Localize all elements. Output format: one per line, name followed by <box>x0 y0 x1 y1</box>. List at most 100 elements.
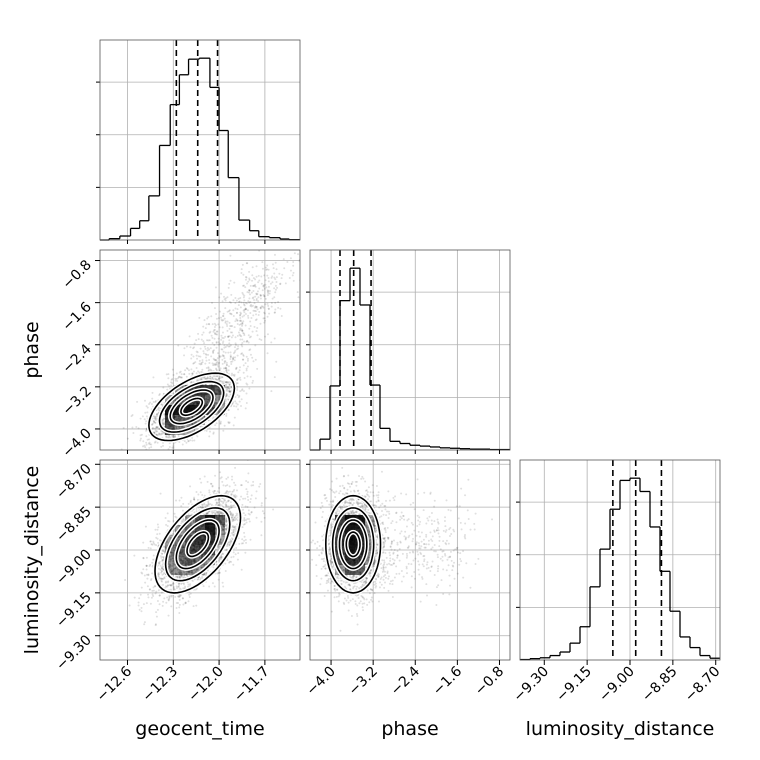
scatter-point <box>239 338 242 341</box>
scatter-point <box>174 572 177 575</box>
scatter-point <box>215 511 218 514</box>
scatter-point <box>165 436 168 439</box>
scatter-point <box>216 389 219 392</box>
scatter-point <box>165 470 167 472</box>
scatter-point <box>255 305 258 308</box>
scatter-point <box>143 444 146 447</box>
scatter-point <box>237 408 240 411</box>
scatter-point <box>170 425 173 428</box>
scatter-point <box>214 527 217 530</box>
scatter-point <box>217 323 220 326</box>
scatter-point <box>206 512 209 515</box>
scatter-point <box>219 571 222 574</box>
scatter-point <box>221 512 224 515</box>
scatter-point <box>210 409 213 412</box>
scatter-point <box>215 313 218 316</box>
scatter-point <box>161 555 164 558</box>
scatter-point <box>196 357 199 360</box>
scatter-point <box>244 301 247 304</box>
scatter-point <box>187 416 190 419</box>
scatter-point <box>132 432 135 435</box>
scatter-point <box>224 527 227 530</box>
scatter-point <box>254 285 257 288</box>
scatter-point <box>211 407 214 410</box>
scatter-point <box>219 511 222 514</box>
scatter-point <box>226 500 229 503</box>
scatter-point <box>236 319 239 322</box>
scatter-point <box>187 369 190 372</box>
scatter-point <box>172 427 175 430</box>
scatter-point <box>245 382 248 385</box>
scatter-point <box>243 334 246 337</box>
scatter-point <box>221 358 224 361</box>
scatter-point <box>157 573 160 576</box>
scatter-point <box>191 415 194 418</box>
scatter-point <box>227 365 230 368</box>
scatter-point <box>203 564 206 567</box>
scatter-point <box>212 492 215 495</box>
scatter-point <box>233 481 236 484</box>
scatter-point <box>256 308 259 311</box>
scatter-point <box>171 570 174 573</box>
scatter-point <box>224 528 227 531</box>
scatter-point <box>154 429 157 432</box>
scatter-point <box>190 522 193 525</box>
scatter-point <box>221 376 224 379</box>
panel-background <box>310 250 510 450</box>
scatter-point <box>234 336 237 339</box>
scatter-point <box>225 363 228 366</box>
scatter-point <box>257 300 260 303</box>
scatter-point <box>208 361 211 364</box>
scatter-point <box>178 576 181 579</box>
scatter-point <box>211 512 214 515</box>
scatter-point <box>235 367 238 370</box>
scatter-point <box>218 377 221 380</box>
scatter-point <box>145 556 148 559</box>
scatter-point <box>170 568 173 571</box>
scatter-point <box>131 426 134 429</box>
scatter-point <box>148 588 151 591</box>
scatter-point <box>195 569 198 572</box>
scatter-point <box>162 572 165 575</box>
scatter-point <box>229 354 232 357</box>
scatter-point <box>219 520 222 523</box>
scatter-point <box>175 425 178 428</box>
scatter-point <box>216 392 219 395</box>
scatter-point <box>226 324 229 327</box>
scatter-point <box>193 342 196 345</box>
scatter-point <box>178 371 181 374</box>
scatter-point <box>201 333 204 336</box>
scatter-point <box>213 337 216 340</box>
scatter-point <box>164 425 167 428</box>
scatter-point <box>147 573 150 576</box>
scatter-point <box>248 277 251 280</box>
scatter-point <box>195 568 198 571</box>
scatter-point <box>275 268 278 271</box>
scatter-point <box>292 264 295 267</box>
scatter-point <box>240 328 243 331</box>
scatter-point <box>216 357 219 360</box>
scatter-point <box>229 390 232 393</box>
scatter-point <box>253 309 256 312</box>
scatter-point <box>223 526 226 529</box>
scatter-point <box>192 370 195 373</box>
scatter-point <box>190 357 193 360</box>
scatter-point <box>177 377 180 380</box>
scatter-point <box>243 539 246 542</box>
scatter-point <box>191 439 194 442</box>
scatter-point <box>200 363 203 366</box>
scatter-point <box>176 595 179 598</box>
scatter-point <box>197 506 200 509</box>
scatter-point <box>215 317 218 320</box>
scatter-point <box>161 559 164 562</box>
scatter-point <box>212 364 215 367</box>
scatter-point <box>200 556 203 559</box>
scatter-point <box>209 347 212 350</box>
scatter-point <box>263 312 266 315</box>
scatter-point <box>216 363 219 366</box>
scatter-point <box>307 274 309 276</box>
scatter-point <box>243 376 246 379</box>
scatter-point <box>190 380 193 383</box>
scatter-point <box>202 340 205 343</box>
scatter-point <box>175 516 178 519</box>
